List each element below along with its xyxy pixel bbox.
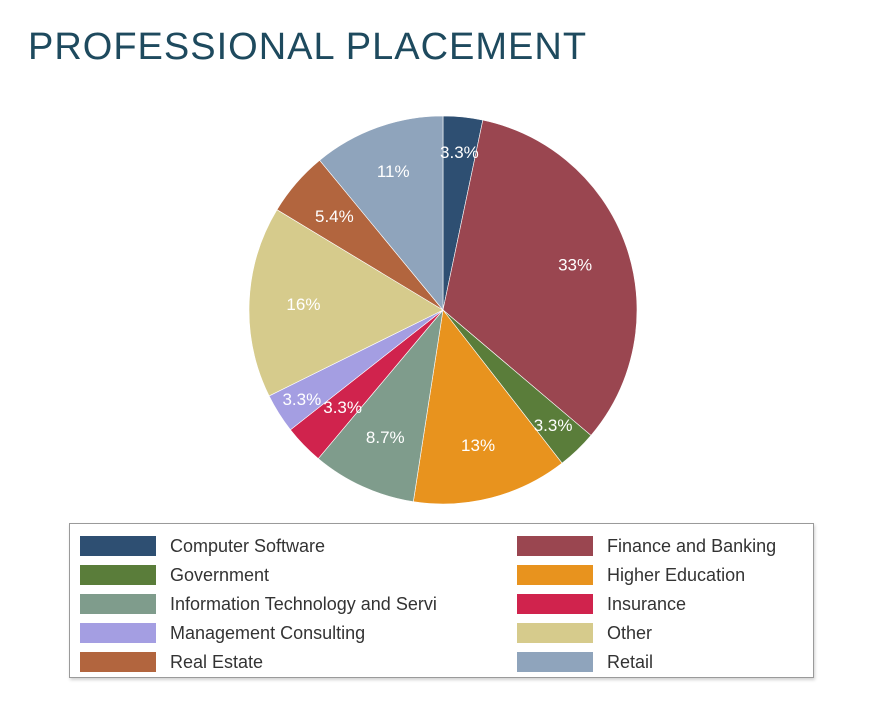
legend-item: Insurance	[517, 593, 686, 615]
pie-chart: 3.3%33%3.3%13%8.7%3.3%3.3%16%5.4%11%	[248, 115, 638, 505]
legend-swatch	[517, 565, 593, 585]
legend-swatch	[80, 536, 156, 556]
pie-slice	[442, 119, 638, 436]
legend-swatch	[517, 623, 593, 643]
legend-label: Real Estate	[170, 651, 264, 672]
legend-label: Computer Software	[170, 535, 326, 556]
pie-slice	[248, 209, 444, 397]
pie-slice	[317, 308, 444, 503]
legend-swatch	[80, 565, 156, 585]
slice-value-label: 3.3%	[282, 390, 321, 409]
legend-item: Real Estate	[80, 651, 263, 673]
legend-swatch	[80, 594, 156, 614]
legend-swatch	[80, 623, 156, 643]
chart-legend: Computer Software Finance and Banking Gove…	[69, 523, 814, 678]
legend-swatch	[517, 594, 593, 614]
legend-item: Other	[517, 622, 652, 644]
legend-label: Management Consulting	[170, 622, 366, 643]
legend-label: Government	[170, 564, 270, 585]
chart-title: PROFESSIONAL PLACEMENT	[28, 26, 588, 68]
legend-label: Retail	[607, 651, 654, 672]
legend-label: Higher Education	[607, 564, 746, 585]
slice-value-label: 16%	[286, 295, 320, 314]
legend-swatch	[517, 652, 593, 672]
slice-value-label: 5.4%	[315, 207, 354, 226]
pie-slice	[319, 115, 444, 311]
slice-value-label: 8.7%	[366, 428, 405, 447]
legend-label: Information Technology and Servi	[170, 593, 437, 614]
legend-label: Insurance	[607, 593, 687, 614]
legend-label: Other	[607, 622, 653, 643]
slice-value-label: 3.3%	[323, 398, 362, 417]
slice-value-label: 3.3%	[534, 416, 573, 435]
legend-item: Computer Software	[80, 535, 325, 557]
legend-item: Government	[80, 564, 269, 586]
slice-value-label: 33%	[558, 256, 592, 275]
legend-item: Retail	[517, 651, 653, 673]
legend-item: Information Technology and Servi	[80, 593, 437, 615]
slice-value-label: 3.3%	[440, 143, 479, 162]
slice-value-label: 11%	[377, 162, 410, 181]
legend-item: Higher Education	[517, 564, 745, 586]
pie-slice	[412, 309, 563, 505]
legend-item: Management Consulting	[80, 622, 365, 644]
legend-label: Finance and Banking	[607, 535, 777, 556]
legend-swatch	[80, 652, 156, 672]
legend-swatch	[517, 536, 593, 556]
legend-item: Finance and Banking	[517, 535, 776, 557]
slice-value-label: 13%	[461, 436, 495, 455]
